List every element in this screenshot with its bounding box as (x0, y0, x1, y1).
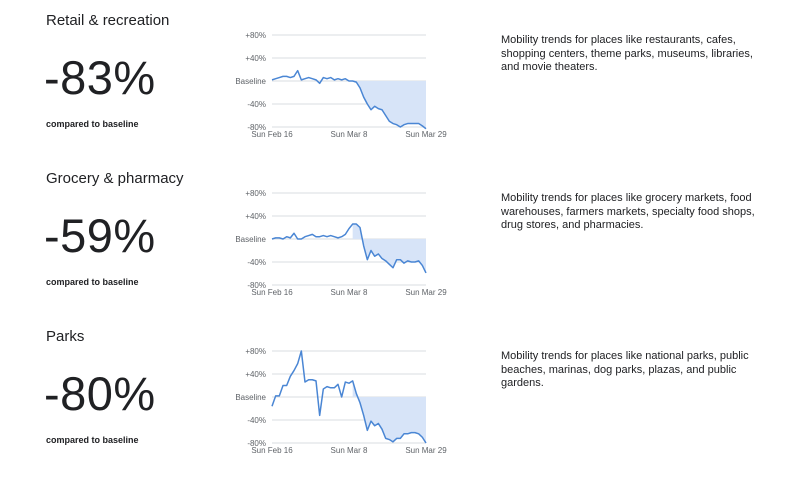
section-retail-recreation: Retail & recreation -83% compared to bas… (0, 0, 788, 158)
y-tick-label: Baseline (235, 393, 266, 402)
y-tick-label: +40% (245, 370, 266, 379)
x-tick-label: Sun Mar 29 (405, 446, 447, 455)
mobility-line-chart: +80% +40% Baseline -40% -80%Sun Feb 16 Sun Ma… (235, 31, 447, 139)
y-tick-label: Baseline (235, 235, 266, 244)
trend-line (271, 69, 427, 130)
y-tick-label: +40% (245, 212, 266, 221)
category-description: Mobility trends for places like restaura… (501, 34, 753, 73)
compared-to-baseline-label: compared to baseline (46, 435, 139, 445)
x-tick-label: Sun Feb 16 (251, 130, 293, 139)
y-tick-label: -40% (247, 416, 266, 425)
y-tick-label: +80% (245, 189, 266, 198)
category-description: Mobility trends for places like grocery … (501, 192, 755, 231)
mobility-line-chart: +80% +40% Baseline -40% -80%Sun Feb 16 Sun Ma… (235, 189, 447, 297)
x-tick-label: Sun Feb 16 (251, 288, 293, 297)
x-tick-label: Sun Mar 29 (405, 130, 447, 139)
percent-change-value: -80% (44, 367, 156, 420)
y-tick-label: -40% (247, 100, 266, 109)
category-title: Retail & recreation (46, 12, 170, 29)
x-tick-label: Sun Mar 8 (331, 446, 368, 455)
decline-shaded-area (352, 380, 426, 443)
percent-change-value: -83% (44, 51, 156, 104)
y-tick-label: +80% (245, 31, 266, 40)
mobility-line-chart: +80% +40% Baseline -40% -80%Sun Feb 16 Sun Ma… (235, 347, 447, 455)
compared-to-baseline-label: compared to baseline (46, 277, 139, 287)
category-title: Parks (46, 328, 85, 345)
y-tick-label: -40% (247, 258, 266, 267)
trend-line (271, 223, 427, 274)
y-tick-label: +80% (245, 347, 266, 356)
compared-to-baseline-label: compared to baseline (46, 119, 139, 129)
y-tick-label: -80% (247, 439, 266, 448)
x-tick-label: Sun Mar 29 (405, 288, 447, 297)
y-tick-label: -80% (247, 123, 266, 132)
x-tick-label: Sun Mar 8 (331, 130, 368, 139)
percent-change-value: -59% (44, 209, 156, 262)
y-tick-label: -80% (247, 281, 266, 290)
category-title: Grocery & pharmacy (46, 170, 184, 187)
decline-shaded-area (352, 81, 426, 129)
section-parks: Parks -80% compared to baseline +80% +40%… (0, 316, 788, 474)
trend-line (271, 350, 427, 444)
x-tick-label: Sun Mar 8 (331, 288, 368, 297)
category-description: Mobility trends for places like national… (501, 350, 749, 389)
y-tick-label: +40% (245, 54, 266, 63)
section-grocery-pharmacy: Grocery & pharmacy -59% compared to base… (0, 158, 788, 316)
x-tick-label: Sun Feb 16 (251, 446, 293, 455)
y-tick-label: Baseline (235, 77, 266, 86)
